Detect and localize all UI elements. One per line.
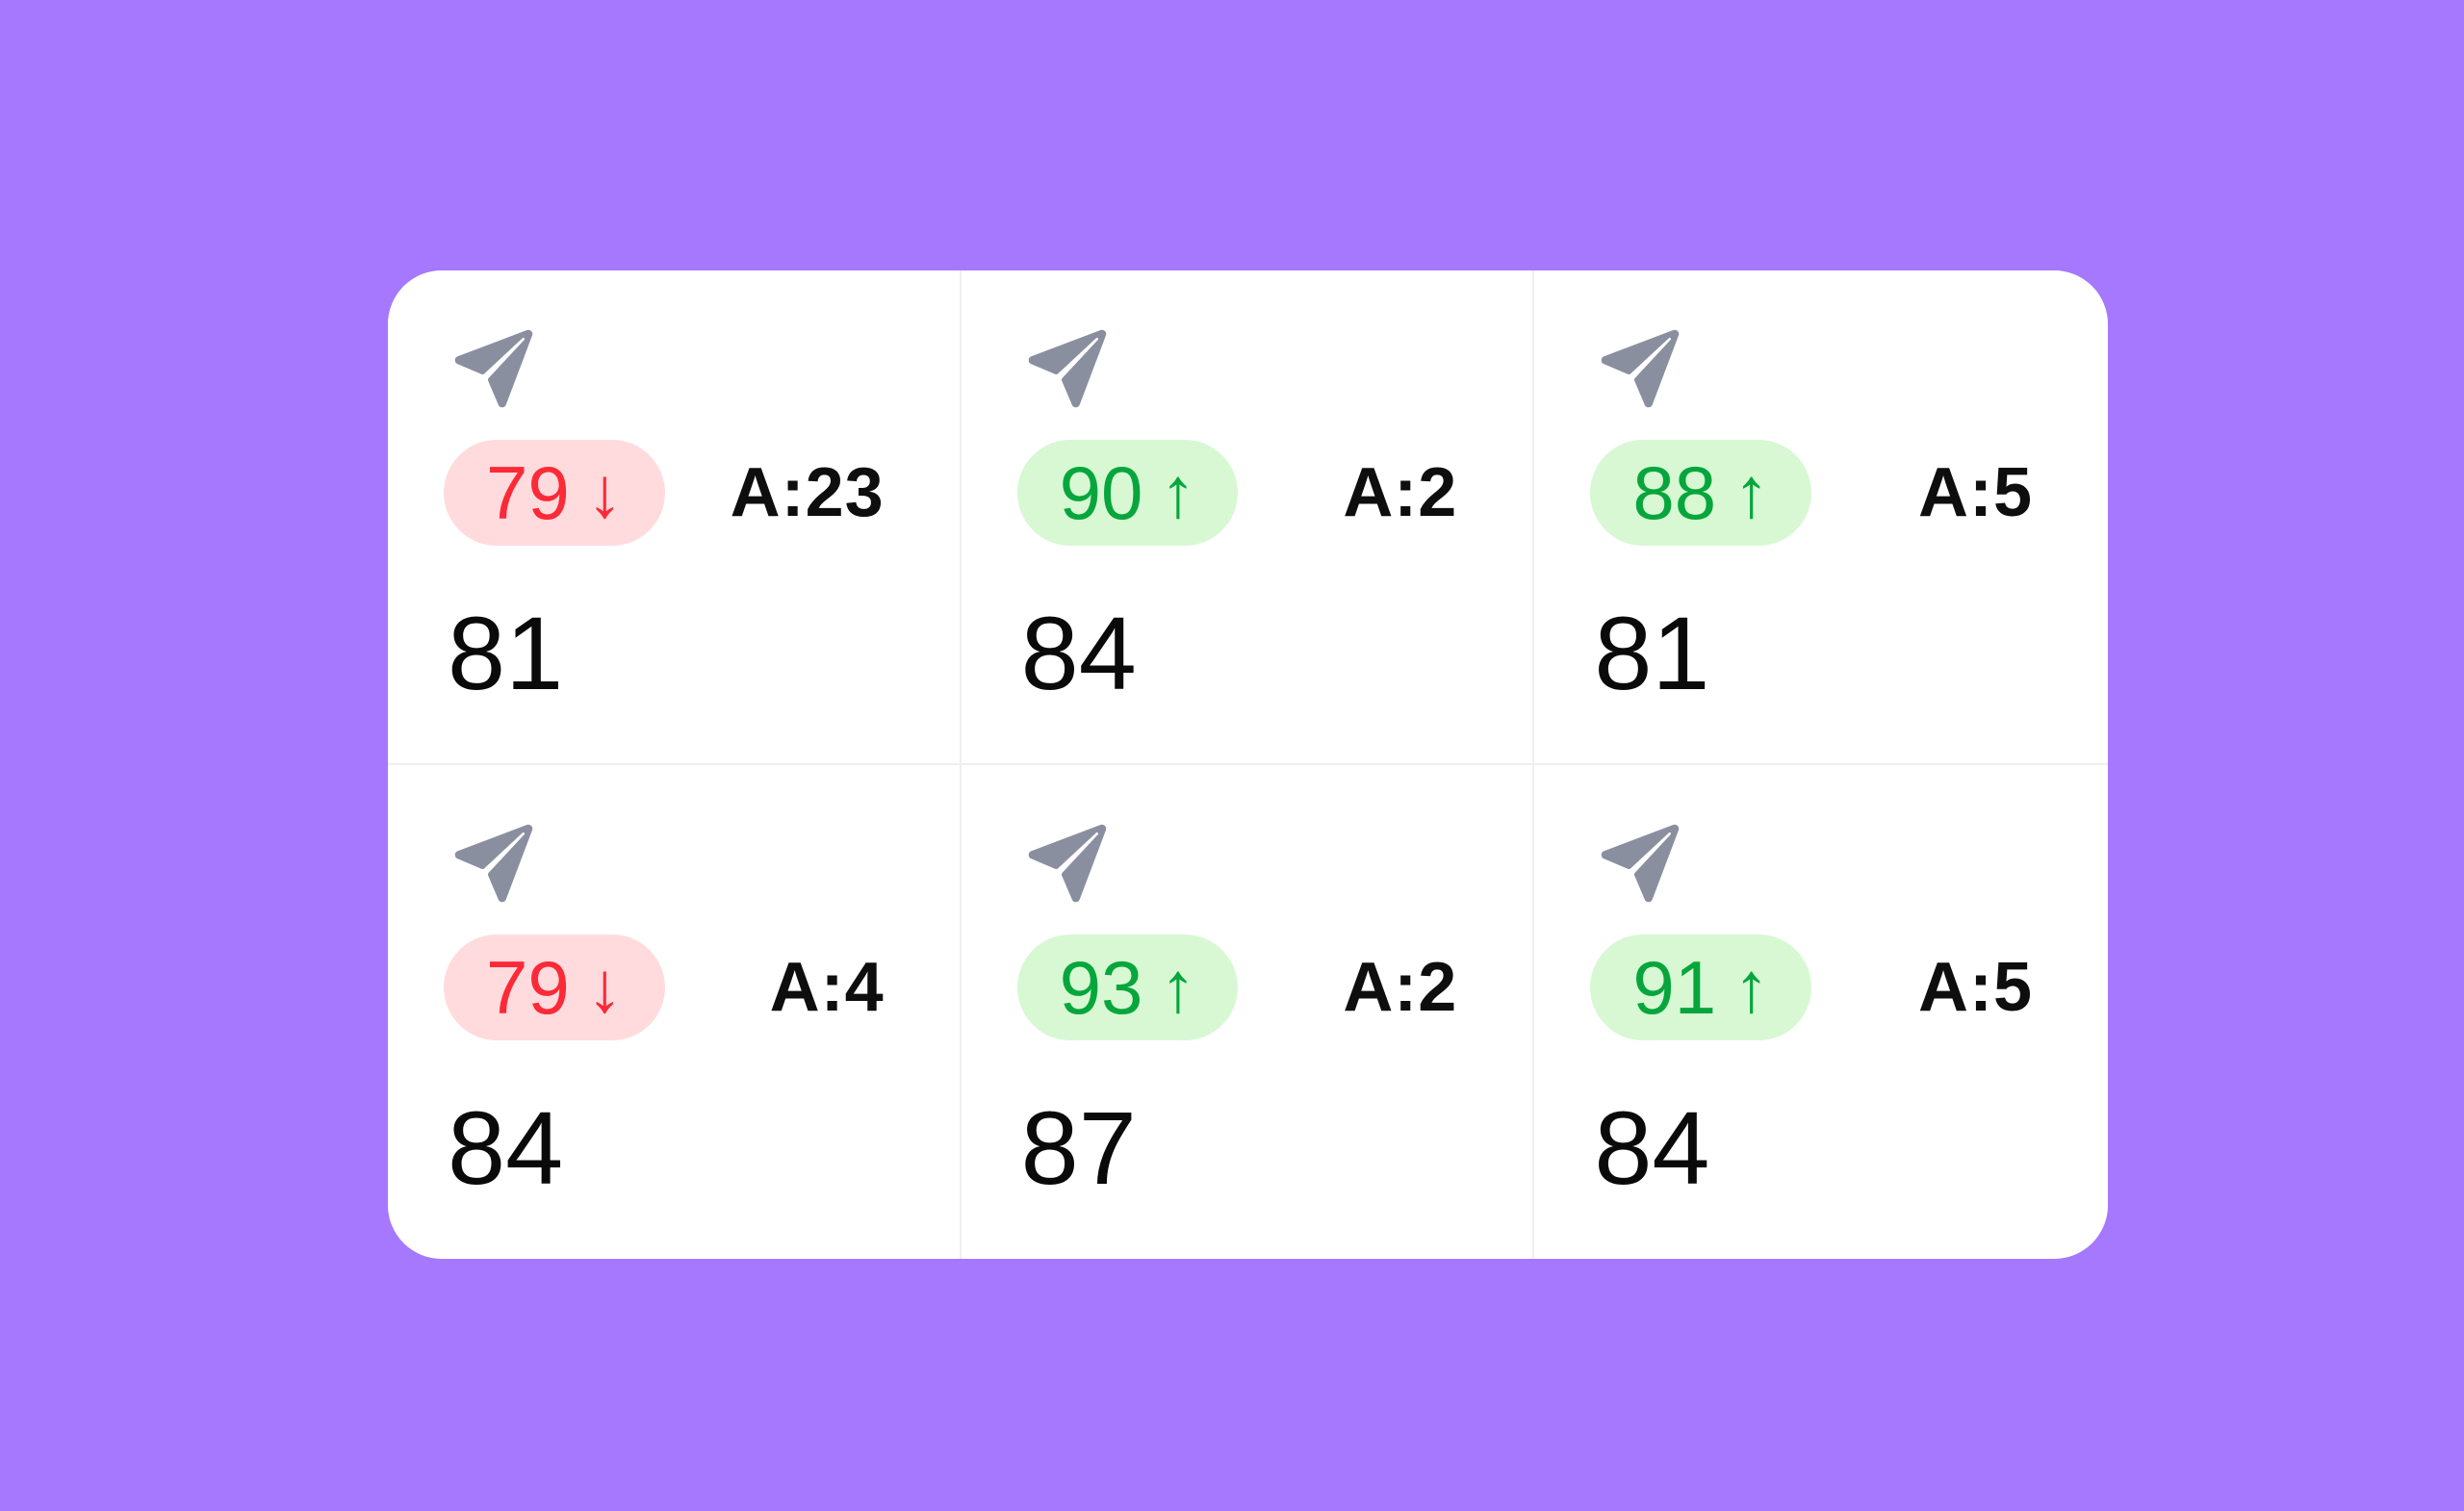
a-count-label: A:4 <box>769 948 885 1026</box>
a-count-label: A:5 <box>1917 454 2033 531</box>
badge-row: 93 ↑ A:2 <box>1016 934 1458 1040</box>
a-count-label: A:2 <box>1343 948 1458 1026</box>
stat-tile[interactable]: 93 ↑ A:2 87 <box>961 764 1535 1259</box>
stat-tile[interactable]: 90 ↑ A:2 84 <box>961 270 1535 765</box>
badge-row: 90 ↑ A:2 <box>1016 440 1458 546</box>
badge-value: 79 <box>486 944 570 1030</box>
trend-badge: 91 ↑ <box>1590 934 1812 1040</box>
trend-badge: 93 ↑ <box>1016 934 1239 1040</box>
main-value: 81 <box>448 595 564 711</box>
trend-arrow-icon: ↑ <box>1733 452 1770 532</box>
trend-arrow-icon: ↓ <box>586 452 623 532</box>
main-value: 84 <box>448 1088 564 1206</box>
paper-plane-icon <box>1023 324 1112 413</box>
trend-arrow-icon: ↑ <box>1160 452 1196 532</box>
paper-plane-icon <box>1023 819 1112 908</box>
badge-value: 91 <box>1632 944 1717 1030</box>
paper-plane-icon <box>1596 819 1684 908</box>
badge-value: 88 <box>1632 450 1717 535</box>
main-value: 84 <box>1020 595 1137 711</box>
badge-row: 88 ↑ A:5 <box>1590 440 2033 546</box>
paper-plane-icon <box>449 819 538 908</box>
trend-badge: 79 ↓ <box>444 440 665 546</box>
main-value: 81 <box>1594 595 1710 711</box>
trend-badge: 79 ↓ <box>444 934 665 1040</box>
trend-arrow-icon: ↑ <box>1733 946 1770 1027</box>
badge-row: 79 ↓ A:23 <box>444 440 885 546</box>
badge-row: 91 ↑ A:5 <box>1590 934 2033 1040</box>
main-value: 84 <box>1594 1088 1710 1206</box>
badge-value: 93 <box>1059 944 1143 1030</box>
stat-tile[interactable]: 79 ↓ A:23 81 <box>388 270 962 765</box>
trend-badge: 90 ↑ <box>1016 440 1239 546</box>
stat-tile[interactable]: 91 ↑ A:5 84 <box>1534 764 2108 1259</box>
stats-card: 79 ↓ A:23 81 90 ↑ A:2 84 88 ↑ A:5 81 79 ↓ A:… <box>388 270 2108 1259</box>
stat-tile[interactable]: 79 ↓ A:4 84 <box>388 764 962 1259</box>
paper-plane-icon <box>1596 324 1684 413</box>
badge-row: 79 ↓ A:4 <box>444 934 885 1040</box>
stat-tile[interactable]: 88 ↑ A:5 81 <box>1534 270 2108 765</box>
main-value: 87 <box>1020 1088 1137 1206</box>
trend-arrow-icon: ↓ <box>586 946 623 1027</box>
badge-value: 79 <box>486 450 570 535</box>
a-count-label: A:5 <box>1917 948 2033 1026</box>
paper-plane-icon <box>449 324 538 413</box>
trend-arrow-icon: ↑ <box>1160 946 1196 1027</box>
trend-badge: 88 ↑ <box>1590 440 1812 546</box>
a-count-label: A:2 <box>1343 454 1458 531</box>
badge-value: 90 <box>1059 450 1143 535</box>
a-count-label: A:23 <box>730 454 885 531</box>
